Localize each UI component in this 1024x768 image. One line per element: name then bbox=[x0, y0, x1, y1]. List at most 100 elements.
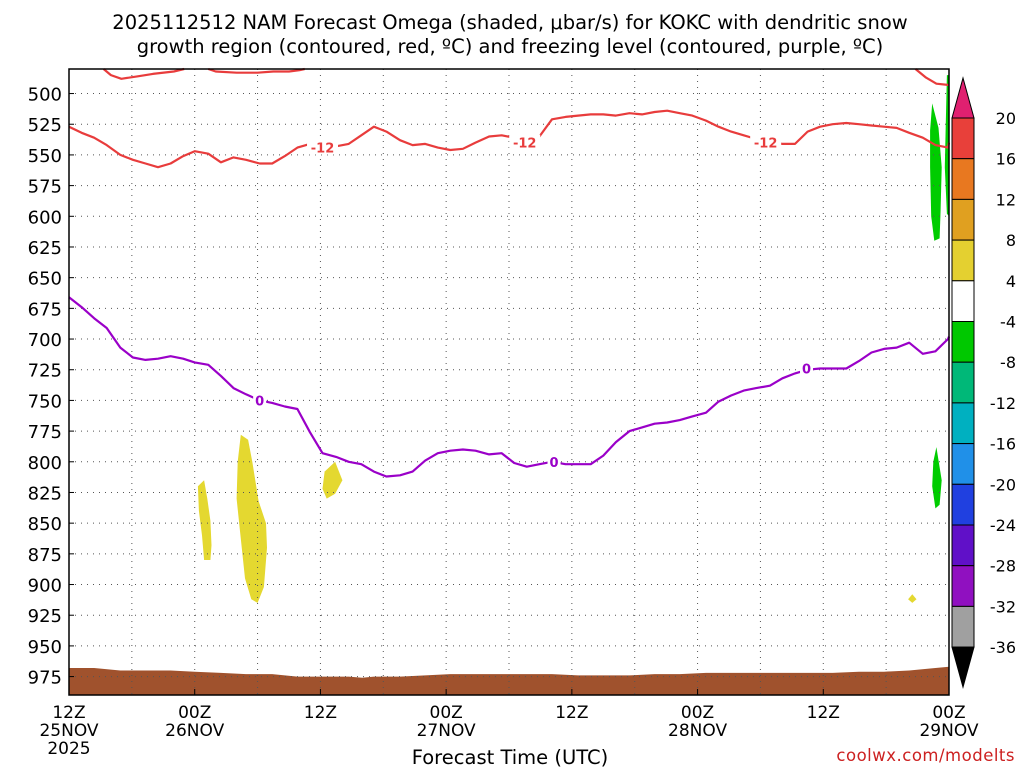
x-tick-label-24: 12Z bbox=[304, 703, 337, 723]
colorbar-swatch-9 bbox=[951, 443, 975, 485]
colorbar-swatch-10 bbox=[951, 483, 975, 526]
y-tick-label-950: 950 bbox=[28, 637, 62, 658]
x-tick-date-36: 27NOV bbox=[417, 721, 476, 741]
colorbar-swatch-8 bbox=[951, 402, 975, 445]
y-tick-label-600: 600 bbox=[28, 207, 62, 228]
y-tick-label-500: 500 bbox=[28, 85, 62, 106]
y-tick-label-575: 575 bbox=[28, 177, 62, 198]
grid-lines bbox=[69, 69, 949, 695]
colorbar-legend: 20 16 12 8 4 -4 -8 -12 -16 -20 -24 -28 -32 -36 bbox=[951, 76, 1016, 689]
contour-labels: -12 -12 -12 0 0 0 bbox=[253, 134, 814, 471]
contour-lines bbox=[68, 67, 951, 478]
contour-label-5: 0 bbox=[802, 362, 811, 377]
colorbar-swatch-11 bbox=[951, 524, 975, 567]
x-tick-label-36: 00Z bbox=[430, 703, 463, 723]
x-tick-label-72: 12Z bbox=[807, 703, 840, 723]
colorbar-swatch-7 bbox=[951, 361, 975, 404]
colorbar-label-0: 20 bbox=[996, 109, 1016, 128]
colorbar-label-9: -20 bbox=[990, 475, 1016, 494]
chart-title-line1: 2025112512 NAM Forecast Omega (shaded, μ… bbox=[112, 11, 907, 34]
contour-line-3 bbox=[207, 67, 305, 74]
x-tick-label-48: 12Z bbox=[555, 703, 588, 723]
colorbar-swatch-4 bbox=[951, 239, 975, 282]
contour-line-0 bbox=[68, 296, 951, 478]
contour-label-bg-5 bbox=[800, 360, 814, 376]
y-tick-label-550: 550 bbox=[28, 146, 62, 167]
colorbar-label-11: -28 bbox=[990, 557, 1016, 576]
colorbar-swatch-2 bbox=[951, 158, 975, 200]
y-tick-label-750: 750 bbox=[28, 391, 62, 412]
y-tick-label-675: 675 bbox=[28, 299, 62, 320]
colorbar-swatch-1 bbox=[951, 117, 975, 160]
colorbar-label-8: -16 bbox=[990, 435, 1016, 454]
omega-region-0 bbox=[197, 480, 212, 560]
colorbar-top-arrow bbox=[951, 76, 975, 119]
x-tick-label-84: 00Z bbox=[932, 703, 965, 723]
colorbar-label-12: -32 bbox=[990, 597, 1016, 616]
colorbar-bottom-arrow bbox=[951, 646, 975, 689]
contour-label-3: 0 bbox=[255, 394, 264, 409]
chart-title-line2: growth region (contoured, red, ºC) and f… bbox=[137, 35, 884, 58]
x-tick-date-60: 28NOV bbox=[668, 721, 727, 741]
colorbar-label-13: -36 bbox=[990, 638, 1016, 657]
omega-region-5 bbox=[944, 75, 949, 217]
ground-polygon bbox=[69, 666, 949, 695]
omega-region-3 bbox=[908, 594, 917, 603]
colorbar-label-4: 4 bbox=[1006, 272, 1016, 291]
contour-label-0: -12 bbox=[311, 142, 335, 157]
y-axis: 500 525 550 575 600 625 650 675 700 725 750 775 800 8… bbox=[28, 85, 74, 689]
colorbar-label-2: 12 bbox=[996, 190, 1016, 209]
omega-region-4 bbox=[930, 103, 942, 241]
contour-label-bg-2 bbox=[750, 134, 782, 150]
colorbar-label-10: -24 bbox=[990, 516, 1016, 535]
x-tick-date-84: 29NOV bbox=[919, 721, 978, 741]
y-tick-label-975: 975 bbox=[28, 668, 62, 689]
colorbar-label-7: -12 bbox=[990, 394, 1016, 413]
x-tick-label-60: 00Z bbox=[681, 703, 714, 723]
contour-line-2 bbox=[102, 67, 185, 80]
colorbar-label-6: -8 bbox=[1000, 353, 1016, 372]
x-tick-date-0: 25NOV bbox=[39, 721, 98, 741]
y-tick-label-900: 900 bbox=[28, 576, 62, 597]
colorbar-label-5: -4 bbox=[1000, 313, 1016, 332]
contour-label-bg-4 bbox=[547, 453, 561, 469]
x-tick-year-0: 2025 bbox=[47, 739, 90, 759]
y-tick-label-800: 800 bbox=[28, 453, 62, 474]
y-tick-label-700: 700 bbox=[28, 330, 62, 351]
contour-label-4: 0 bbox=[550, 456, 559, 471]
y-tick-label-850: 850 bbox=[28, 514, 62, 535]
x-axis-label: Forecast Time (UTC) bbox=[412, 746, 609, 768]
y-tick-label-625: 625 bbox=[28, 238, 62, 259]
y-tick-label-775: 775 bbox=[28, 422, 62, 443]
colorbar-swatch-6 bbox=[951, 321, 975, 363]
y-tick-label-925: 925 bbox=[28, 606, 62, 627]
below-ground-fill bbox=[69, 666, 949, 695]
contour-line-4 bbox=[914, 68, 950, 87]
omega-region-2 bbox=[322, 461, 343, 499]
colorbar-label-3: 8 bbox=[1006, 231, 1016, 250]
plot-frame bbox=[68, 68, 950, 696]
colorbar-label-1: 16 bbox=[996, 150, 1016, 169]
colorbar-swatch-12 bbox=[951, 565, 975, 607]
x-tick-label-0: 12Z bbox=[52, 703, 85, 723]
contour-label-1: -12 bbox=[513, 137, 537, 152]
credit-text: coolwx.com/modelts bbox=[836, 746, 1015, 765]
y-tick-label-725: 725 bbox=[28, 361, 62, 382]
y-tick-label-525: 525 bbox=[28, 115, 62, 136]
omega-region-6 bbox=[932, 447, 942, 509]
colorbar-swatch-3 bbox=[951, 198, 975, 241]
colorbar-swatch-13 bbox=[951, 605, 975, 648]
y-tick-label-650: 650 bbox=[28, 269, 62, 290]
contour-label-2: -12 bbox=[754, 137, 778, 152]
contour-label-bg-1 bbox=[509, 134, 541, 150]
omega-region-1 bbox=[236, 434, 267, 603]
contour-label-bg-3 bbox=[253, 392, 267, 408]
y-tick-label-825: 825 bbox=[28, 483, 62, 504]
x-tick-label-12: 00Z bbox=[178, 703, 211, 723]
contour-line-1 bbox=[68, 109, 951, 169]
contour-label-bg-0 bbox=[307, 139, 339, 155]
y-tick-label-875: 875 bbox=[28, 545, 62, 566]
colorbar-swatch-5 bbox=[951, 280, 975, 322]
